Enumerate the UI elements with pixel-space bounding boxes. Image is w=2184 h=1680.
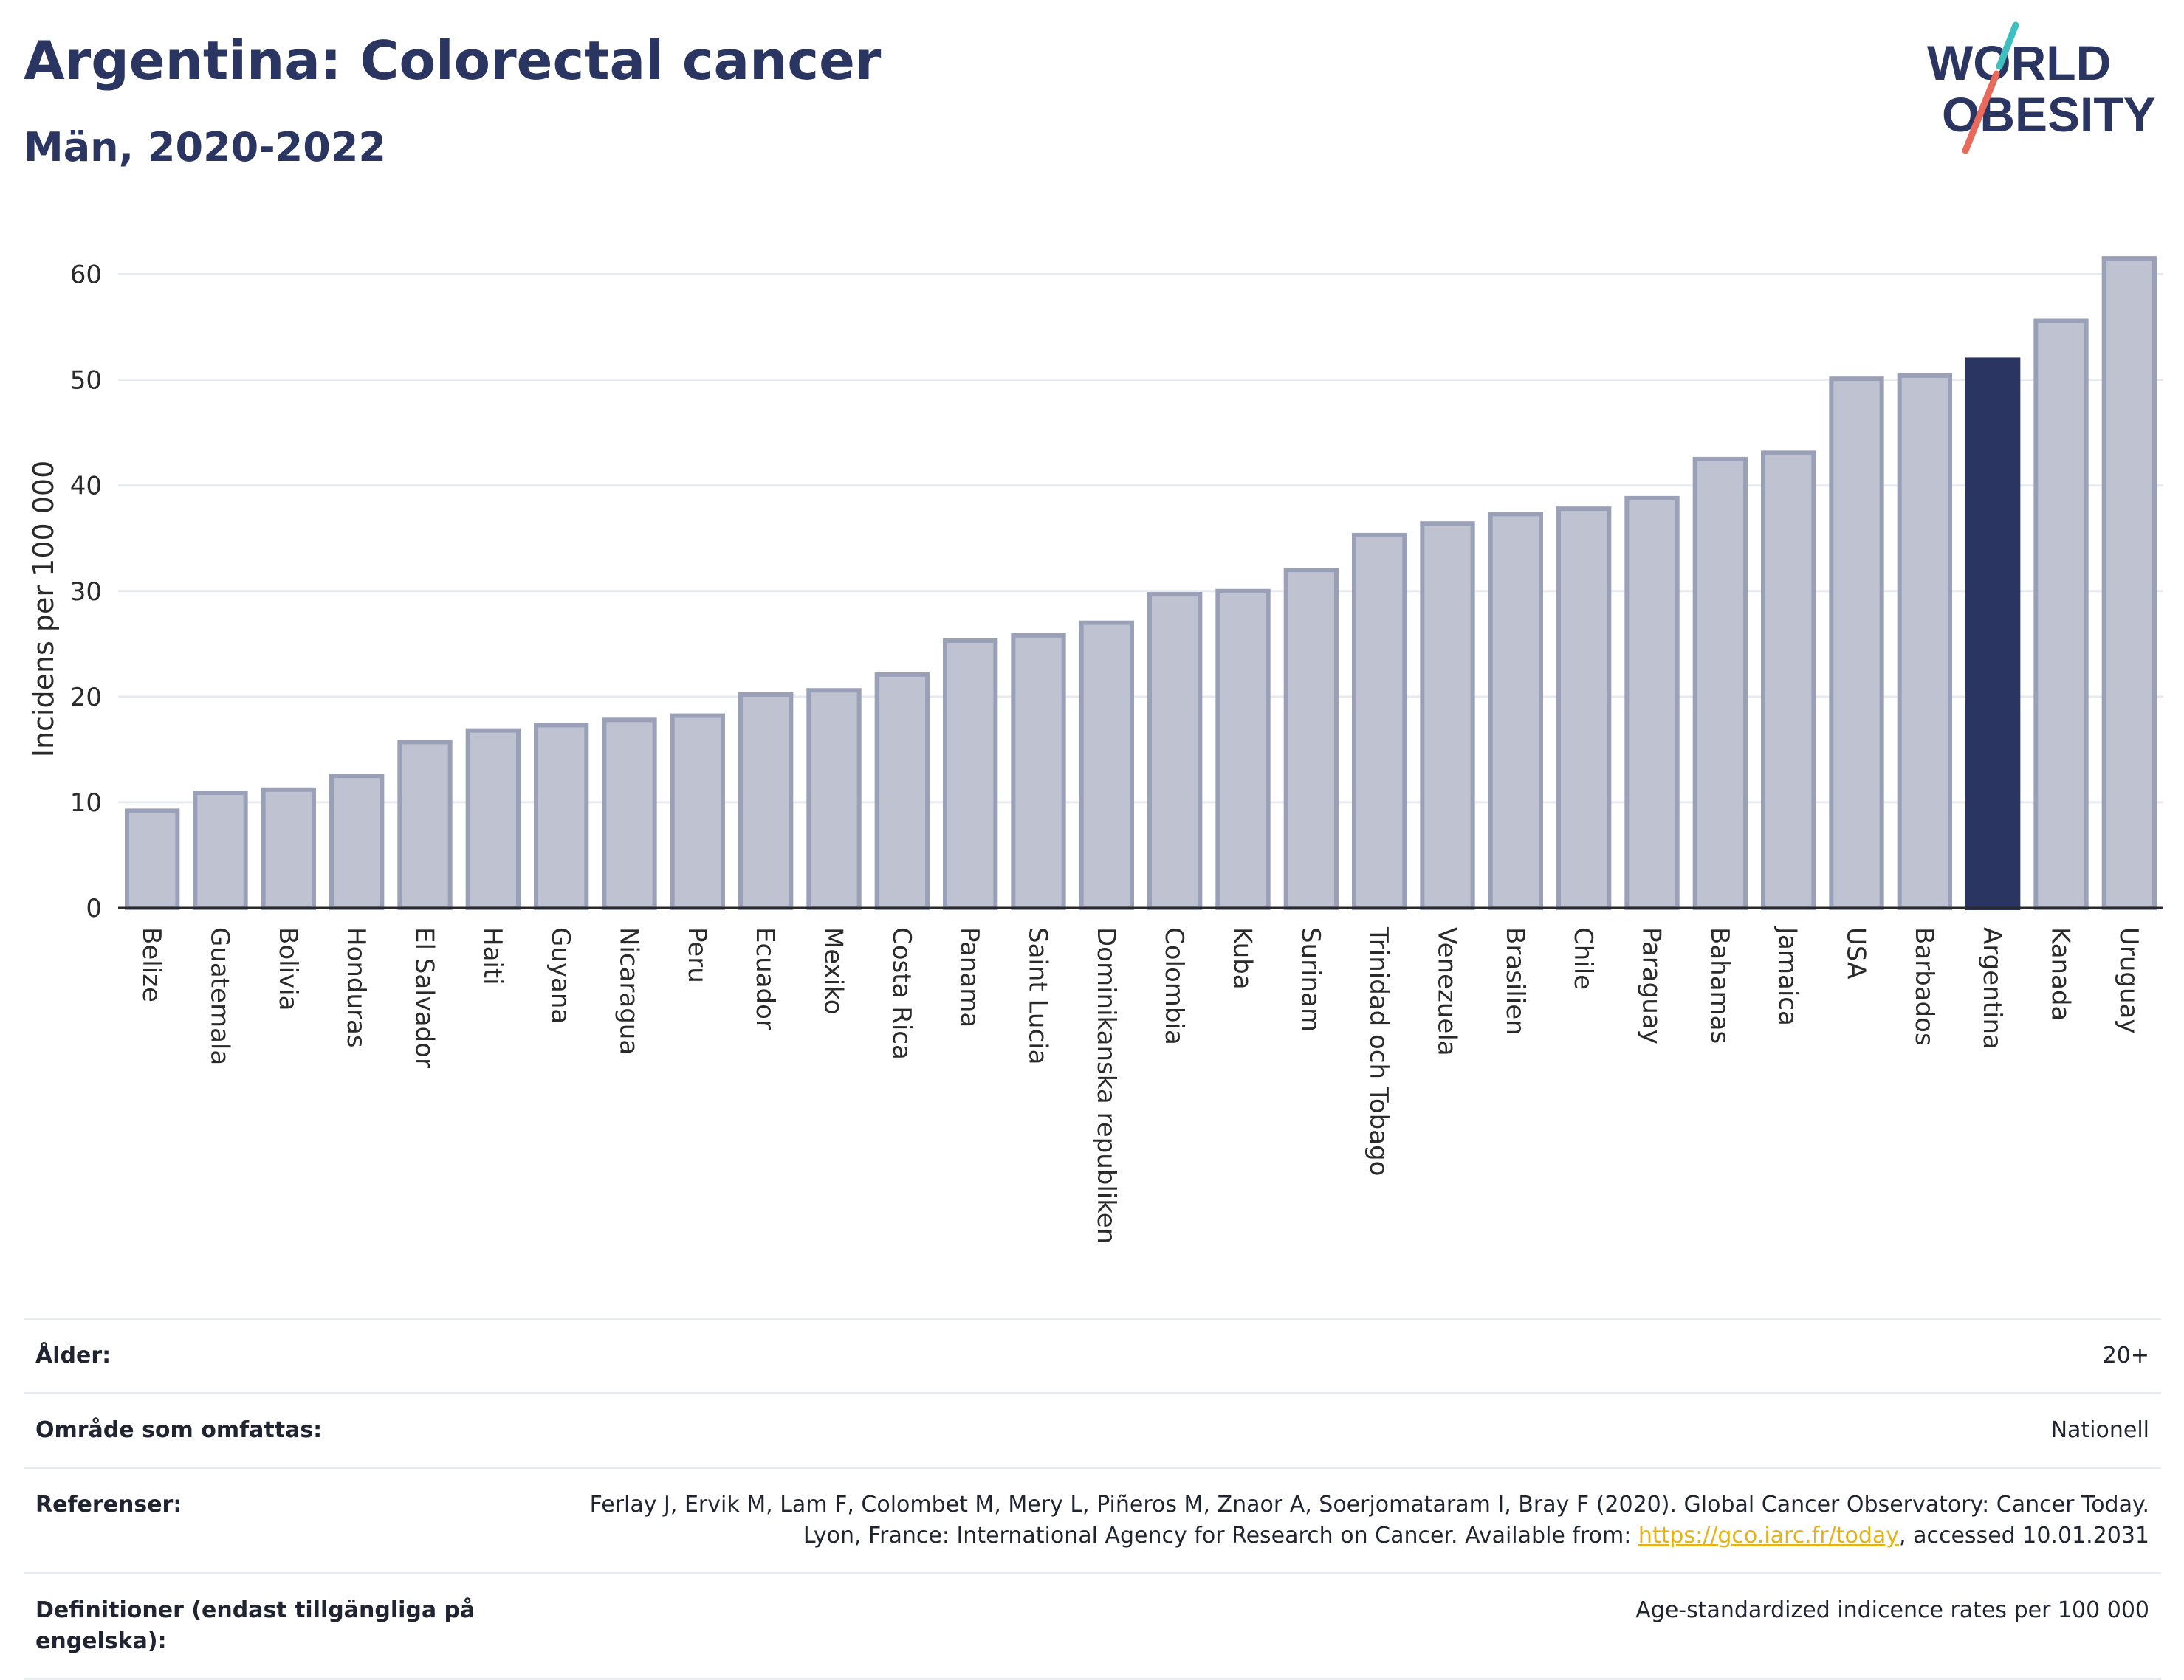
x-tick-label: Colombia bbox=[1159, 927, 1189, 1045]
reference-accessed: , accessed 10.01.2031 bbox=[1899, 1523, 2149, 1549]
y-axis-ticks: 0 10 20 30 40 50 60 bbox=[70, 261, 102, 923]
x-tick-label: Kuba bbox=[1228, 927, 1257, 990]
bar-kuba bbox=[1215, 588, 1271, 910]
bars bbox=[125, 256, 2157, 911]
x-tick-label: Panama bbox=[955, 927, 984, 1027]
x-tick-label: Ecuador bbox=[750, 927, 780, 1030]
x-tick-label: Guatemala bbox=[205, 927, 235, 1065]
x-tick-label: Uruguay bbox=[2114, 927, 2143, 1034]
bar-chile bbox=[1556, 506, 1612, 910]
bar-mexiko bbox=[806, 688, 862, 910]
bar-venezuela bbox=[1420, 521, 1475, 910]
bar-paraguay bbox=[1624, 495, 1680, 910]
bar-argentina bbox=[1965, 357, 2021, 910]
x-tick-label: Venezuela bbox=[1432, 927, 1462, 1056]
reference-link[interactable]: https://gco.iarc.fr/today bbox=[1638, 1523, 1900, 1549]
x-tick-label: Brasilien bbox=[1500, 927, 1530, 1036]
bar-kanada bbox=[2033, 318, 2089, 910]
x-tick-label: Bolivia bbox=[273, 927, 303, 1011]
bar-brasilien bbox=[1488, 512, 1543, 910]
bar-jamaica bbox=[1761, 450, 1816, 910]
meta-row-coverage: Område som omfattas: Nationell bbox=[24, 1392, 2161, 1467]
y-tick-label: 40 bbox=[70, 472, 102, 501]
meta-row-definitions: Definitioner (endast tillgängliga på eng… bbox=[24, 1572, 2161, 1680]
meta-value-references: Ferlay J, Ervik M, Lam F, Colombet M, Me… bbox=[555, 1469, 2161, 1572]
bar-colombia bbox=[1147, 592, 1203, 910]
meta-row-references: Referenser: Ferlay J, Ervik M, Lam F, Co… bbox=[24, 1467, 2161, 1572]
x-tick-label: Bahamas bbox=[1705, 927, 1734, 1044]
bar-dominikanska-republiken bbox=[1079, 620, 1134, 910]
x-tick-label: Barbados bbox=[1909, 927, 1939, 1046]
meta-value-age: 20+ bbox=[2102, 1343, 2149, 1369]
y-tick-label: 50 bbox=[70, 366, 102, 396]
x-tick-label: Guyana bbox=[546, 927, 575, 1024]
y-tick-label: 60 bbox=[70, 261, 102, 290]
x-tick-label: Argentina bbox=[1977, 927, 2007, 1050]
bar-peru bbox=[670, 713, 725, 910]
y-tick-label: 30 bbox=[70, 577, 102, 607]
bar-trinidad-och-tobago bbox=[1352, 532, 1407, 910]
bar-el-salvador bbox=[397, 740, 453, 910]
logo-text-world: WORLD bbox=[1927, 35, 2111, 90]
x-tick-label: Dominikanska republiken bbox=[1091, 927, 1121, 1244]
x-tick-label: Chile bbox=[1568, 927, 1598, 990]
meta-row-age: Ålder: 20+ bbox=[24, 1318, 2161, 1392]
chart-subtitle: Män, 2020-2022 bbox=[24, 124, 386, 171]
x-tick-label: Jamaica bbox=[1773, 926, 1802, 1026]
meta-key-references: Referenser: bbox=[35, 1492, 182, 1518]
metadata-table: Ålder: 20+ Område som omfattas: Nationel… bbox=[24, 1318, 2161, 1680]
bar-surinam bbox=[1283, 568, 1339, 911]
x-tick-label: Belize bbox=[137, 927, 166, 1002]
meta-value-coverage: Nationell bbox=[2050, 1417, 2149, 1443]
reference-text: Ferlay J, Ervik M, Lam F, Colombet M, Me… bbox=[589, 1492, 2149, 1549]
x-tick-label: USA bbox=[1841, 927, 1871, 979]
logo-slash-top bbox=[1996, 21, 2019, 70]
bar-honduras bbox=[329, 774, 385, 910]
bar-costa-rica bbox=[874, 672, 930, 910]
bar-belize bbox=[125, 808, 180, 911]
x-tick-label: Paraguay bbox=[1637, 927, 1666, 1044]
chart-title: Argentina: Colorectal cancer bbox=[24, 30, 882, 92]
bar-guatemala bbox=[193, 791, 248, 910]
meta-key-definitions: Definitioner (endast tillgängliga på eng… bbox=[35, 1597, 475, 1654]
x-tick-label: El Salvador bbox=[410, 927, 439, 1068]
y-tick-label: 20 bbox=[70, 683, 102, 712]
y-tick-label: 10 bbox=[70, 788, 102, 818]
x-tick-label: Surinam bbox=[1296, 927, 1325, 1032]
bar-panama bbox=[943, 638, 998, 910]
x-tick-label: Haiti bbox=[478, 927, 507, 985]
bar-nicaragua bbox=[602, 717, 657, 910]
bar-ecuador bbox=[738, 692, 794, 910]
bar-haiti bbox=[465, 728, 521, 911]
bar-barbados bbox=[1897, 373, 1952, 910]
x-tick-label: Mexiko bbox=[819, 927, 848, 1015]
bar-saint-lucia bbox=[1011, 633, 1066, 910]
bar-uruguay bbox=[2101, 256, 2157, 911]
bar-bahamas bbox=[1692, 456, 1748, 910]
logo-slash-bottom bbox=[1962, 70, 2000, 154]
bar-chart: 0 10 20 30 40 50 60 Belize Guatemala Bolivia Hond… bbox=[27, 256, 2163, 1244]
meta-key-age: Ålder: bbox=[35, 1343, 111, 1369]
x-tick-label: Costa Rica bbox=[887, 927, 916, 1060]
x-axis-labels: Belize Guatemala Bolivia Honduras El Salvado… bbox=[137, 926, 2143, 1244]
bar-guyana bbox=[534, 723, 589, 910]
x-tick-label: Trinidad och Tobago bbox=[1364, 926, 1393, 1176]
bar-bolivia bbox=[261, 787, 316, 911]
x-tick-label: Peru bbox=[682, 927, 712, 983]
world-obesity-logo: WORLD OBESITY bbox=[1927, 21, 2156, 154]
meta-value-definitions: Age-standardized indicence rates per 100… bbox=[1635, 1597, 2149, 1623]
meta-key-coverage: Område som omfattas: bbox=[35, 1417, 323, 1443]
x-tick-label: Nicaragua bbox=[614, 927, 644, 1055]
x-tick-label: Honduras bbox=[341, 927, 371, 1048]
y-axis-title: Incidens per 100 000 bbox=[27, 461, 60, 758]
x-tick-label: Kanada bbox=[2046, 927, 2075, 1021]
bar-usa bbox=[1829, 376, 1884, 910]
x-tick-label: Saint Lucia bbox=[1023, 927, 1053, 1064]
y-tick-label: 0 bbox=[86, 894, 102, 923]
